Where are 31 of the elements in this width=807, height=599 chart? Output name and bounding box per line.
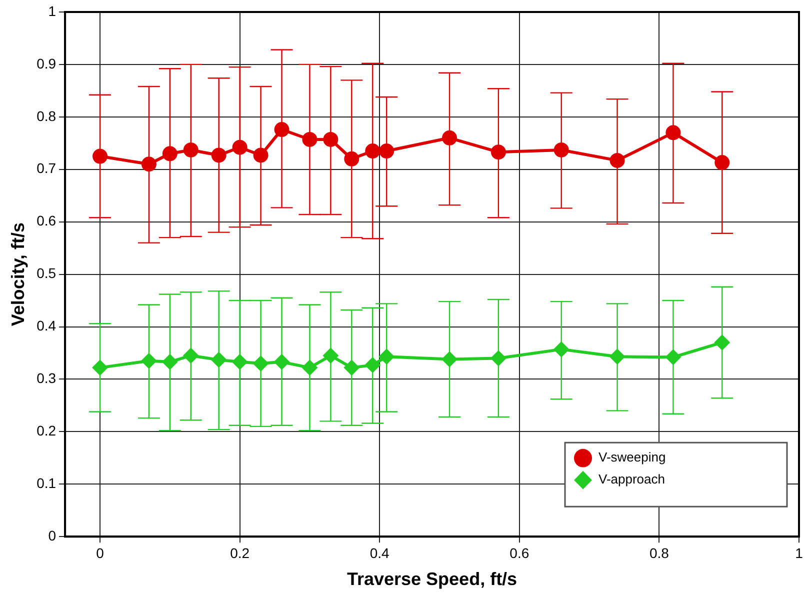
point: [92, 148, 108, 164]
x-tick-label: 0.4: [370, 544, 390, 561]
point: [714, 155, 730, 170]
legend-label: V-sweeping: [598, 450, 666, 465]
x-tick-label: 0.8: [649, 544, 670, 561]
y-tick-label: 0.7: [36, 160, 56, 176]
y-tick-label: 0.4: [36, 318, 56, 334]
y-tick-label: 0.3: [36, 370, 56, 386]
y-tick-label: 0.1: [36, 475, 56, 491]
y-tick-label: 0.9: [36, 55, 56, 72]
x-tick-label: 0.2: [230, 544, 250, 561]
point: [162, 146, 178, 162]
y-axis-title: Velocity, ft/s: [8, 222, 28, 326]
legend-label: V-approach: [598, 472, 665, 487]
x-tick-label: 0.6: [510, 544, 530, 561]
y-tick-label: 0.6: [36, 212, 56, 229]
point: [365, 144, 380, 159]
point: [344, 151, 360, 166]
y-tick-label: 0.8: [36, 108, 56, 124]
y-tick-label: 0: [48, 527, 56, 544]
point: [183, 142, 198, 158]
point: [141, 156, 156, 172]
point: [379, 144, 394, 159]
point: [442, 130, 458, 146]
x-tick-label: 1: [795, 544, 804, 561]
x-tick-label: 0: [96, 544, 104, 561]
y-tick-label: 0.5: [36, 265, 56, 282]
x-axis-title: Traverse Speed, ft/s: [346, 569, 518, 590]
point: [490, 144, 506, 160]
y-tick-label: 1: [48, 2, 56, 19]
y-tick-label: 0.2: [36, 422, 56, 439]
